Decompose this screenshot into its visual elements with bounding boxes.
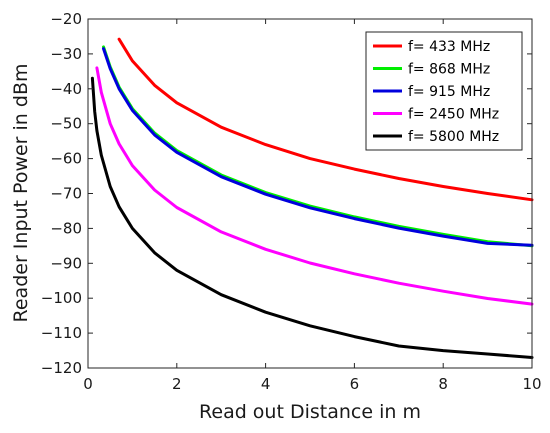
x-tick-label: 8 <box>438 375 448 393</box>
x-tick-label: 6 <box>350 375 360 393</box>
legend-label-3: f= 2450 MHz <box>408 107 499 123</box>
y-axis-label: Reader Input Power in dBm <box>10 64 32 323</box>
axis-ticks <box>87 18 533 369</box>
y-tick-label: −110 <box>41 324 82 342</box>
series-lines <box>90 37 534 359</box>
x-axis-label: Read out Distance in m <box>199 401 421 423</box>
x-tick-labels: 0 2 4 6 8 10 <box>83 375 541 393</box>
y-tick-labels: −20 −30 −40 −50 −60 −70 −80 −90 −100 −110 −120 <box>41 10 82 377</box>
y-tick-label: −40 <box>50 80 82 98</box>
y-tick-label: −120 <box>41 359 82 377</box>
x-tick-label: 4 <box>261 375 271 393</box>
y-tick-label: −90 <box>50 254 82 272</box>
y-tick-label: −20 <box>50 10 82 28</box>
x-tick-label: 10 <box>522 375 541 393</box>
series-line-0 <box>117 37 534 202</box>
series-line-4 <box>90 76 534 359</box>
legend-label-1: f= 868 MHz <box>408 62 490 78</box>
x-tick-label: 0 <box>83 375 93 393</box>
legend-label-2: f= 915 MHz <box>408 84 490 100</box>
y-tick-label: −30 <box>50 45 82 63</box>
x-tick-label: 2 <box>172 375 182 393</box>
series-line-2 <box>102 47 534 247</box>
y-tick-label: −50 <box>50 115 82 133</box>
legend-label-4: f= 5800 MHz <box>408 129 499 145</box>
y-tick-label: −100 <box>41 289 82 307</box>
y-tick-label: −60 <box>50 150 82 168</box>
y-tick-label: −80 <box>50 219 82 237</box>
y-tick-label: −70 <box>50 185 82 203</box>
legend-label-0: f= 433 MHz <box>408 39 490 55</box>
series-line-3 <box>95 66 534 306</box>
legend: f= 433 MHz f= 868 MHz f= 915 MHz f= 2450 MH… <box>365 31 523 151</box>
